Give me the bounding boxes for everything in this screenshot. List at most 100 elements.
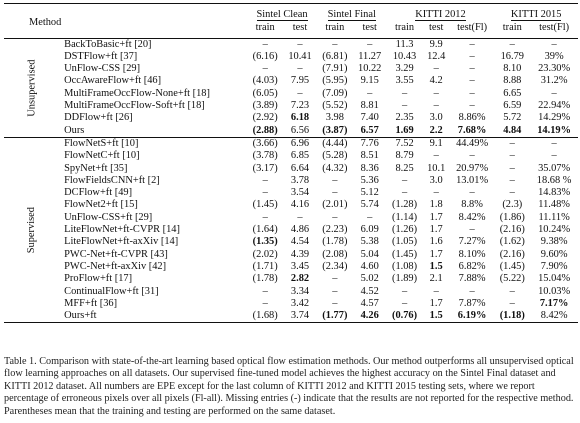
table-cell: –: [332, 211, 338, 223]
table-cell: 10.22: [358, 63, 382, 75]
table-cell: 7.90%: [540, 260, 568, 272]
table-cell: 16.79: [500, 50, 524, 62]
table-cell: 10.1: [427, 162, 446, 174]
table-cell: –: [509, 150, 515, 162]
table-cell: (7.09): [322, 87, 348, 99]
table-cell: –: [262, 285, 268, 297]
table-cell: –: [332, 174, 338, 186]
table-cell: (1.05): [391, 236, 418, 248]
table-cell: 7.76: [360, 137, 379, 149]
table-row: Supervised FlowNetS+ft [10] (3.66) 6.96 (4.4…: [4, 137, 578, 253]
table-cell: (5.28): [322, 150, 348, 162]
method-name: LiteFlowNet+ft-axXiv [14]: [64, 236, 179, 248]
table-cell: 3.55: [395, 75, 414, 87]
method-name: SpyNet+ft [35]: [64, 162, 128, 174]
table-row: UnFlow-CSS [29] – – (7.91) 10.22 3.29 – – 8.10 23…: [4, 63, 578, 75]
table-cell: 4.16: [290, 199, 310, 211]
table-cell: 7.52: [395, 137, 414, 149]
table-cell: 8.10%: [458, 248, 486, 260]
table-cell: 9.38%: [540, 236, 568, 248]
table-row: OccAwareFlow+ft [46] (4.03) 7.95 (5.95) 9.15…: [4, 75, 578, 87]
table-cell: 14.19%: [537, 124, 571, 136]
table-cell: (5.52): [322, 100, 348, 112]
col-header: train: [395, 22, 415, 34]
table-cell: (2.23): [322, 224, 348, 236]
table-cell: (1.86): [499, 211, 525, 223]
table-cell: 3.78: [290, 174, 310, 186]
group-header-sintel-clean: Sintel Clean: [256, 9, 308, 21]
table-cell: –: [433, 285, 439, 297]
table-cell: –: [509, 137, 515, 149]
table-cell: (1.14): [391, 211, 418, 223]
table-cell: –: [509, 187, 515, 199]
table-cell: (1.77): [322, 310, 348, 322]
table-cell: 15.04%: [538, 273, 571, 285]
table-cell: 20.97%: [456, 162, 489, 174]
table-cell: 8.81: [360, 100, 379, 112]
table-row: ContinualFlow+ft [31] – 3.34 – 4.52 – – – – 10.03…: [4, 286, 578, 298]
table-row: UnFlow-CSS+ft [29] – – – – (1.14) 1.7 8.42% (1.8…: [4, 212, 578, 224]
table-cell: (2.88): [252, 124, 278, 136]
table-cell: 13.01%: [456, 174, 489, 186]
table-cell: 7.17%: [539, 297, 569, 309]
table-cell: –: [262, 63, 268, 75]
method-name: FlowNet2+ft [15]: [64, 199, 138, 211]
table-cell: 3.0: [429, 174, 443, 186]
table-cell: 7.27%: [458, 236, 486, 248]
table-row: LiteFlowNet+ft-CVPR [14] (1.64) 4.86 (2.23)…: [4, 224, 578, 236]
table-cell: 2.35: [395, 112, 414, 124]
table-cell: 14.83%: [538, 187, 571, 199]
table-cell: (2.34): [322, 260, 348, 272]
table-cell: –: [367, 211, 373, 223]
table-cell: (2.16): [499, 248, 525, 260]
table-row: Ours (2.88) 6.56 (3.87) 6.57 1.69 2.2 7.68% 4.84…: [4, 125, 578, 138]
table-cell: 6.82%: [458, 260, 486, 272]
table-cell: –: [401, 187, 408, 199]
table-cell: 1.6: [429, 236, 443, 248]
table-cell: 35.07%: [538, 162, 571, 174]
table-cell: (1.71): [252, 260, 278, 272]
table-row: SpyNet+ft [35] (3.17) 6.64 (4.32) 8.36 8.25 10…: [4, 163, 578, 175]
table-cell: (2.08): [322, 248, 348, 260]
table-cell: –: [332, 187, 338, 199]
table-cell: 8.8%: [461, 199, 483, 211]
table-cell: –: [469, 63, 475, 75]
table-row: MultiFrameOccFlow-None+ft [18] (6.05) – (7.…: [4, 88, 578, 100]
table-cell: 6.64: [290, 162, 310, 174]
method-name: DCFlow+ft [49]: [64, 187, 133, 199]
table-cell: 3.42: [290, 297, 310, 309]
col-header: test: [362, 22, 377, 34]
table-cell: –: [332, 273, 338, 285]
table-cell: –: [401, 297, 408, 309]
table-cell: –: [469, 187, 475, 199]
table-cell: (5.95): [322, 75, 348, 87]
table-cell: –: [469, 100, 475, 112]
section-label: Unsupervised: [26, 59, 38, 117]
table-cell: (1.35): [252, 236, 278, 248]
table-cell: 1.8: [429, 199, 443, 211]
table-cell: –: [297, 87, 303, 99]
table-cell: 11.48%: [538, 199, 570, 211]
table-cell: 14.29%: [538, 112, 571, 124]
table-cell: 7.23: [290, 100, 310, 112]
table-cell: (1.28): [391, 199, 418, 211]
table-cell: (1.45): [499, 260, 525, 272]
table-cell: (6.81): [322, 50, 348, 62]
table-cell: –: [469, 38, 475, 50]
table-cell: 6.09: [360, 224, 379, 236]
table-cell: –: [367, 38, 373, 50]
table-cell: 6.19%: [457, 310, 487, 322]
table-cell: –: [469, 224, 475, 236]
method-name: PWC-Net+ft-axXiv [42]: [64, 260, 167, 272]
table-cell: 22.94%: [538, 100, 571, 112]
table-cell: 7.88%: [458, 273, 486, 285]
table-cell: 4.57: [360, 297, 379, 309]
table-cell: –: [551, 137, 557, 149]
method-name: ContinualFlow+ft [31]: [64, 285, 159, 297]
group-header-sintel-final: Sintel Final: [327, 9, 376, 21]
table-row: FlowNet2+ft [15] (1.45) 4.16 (2.01) 5.74 (1.2…: [4, 199, 578, 211]
table-cell: –: [551, 38, 557, 50]
table-cell: 8.51: [360, 150, 379, 162]
table-cell: 5.38: [360, 236, 379, 248]
